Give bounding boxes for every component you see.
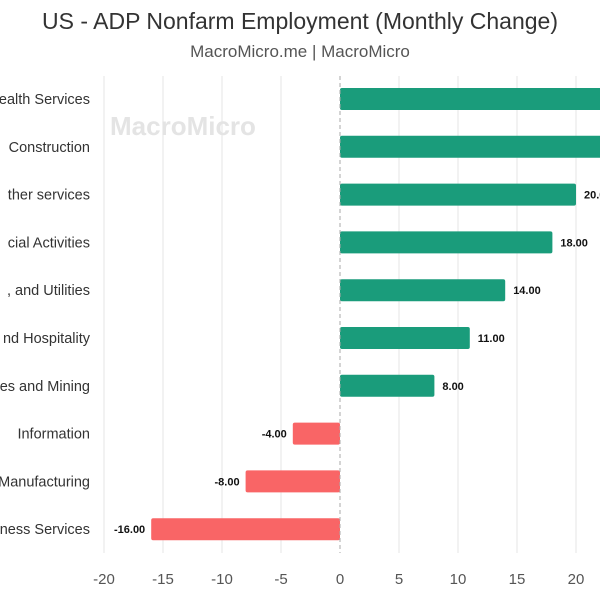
bar bbox=[340, 327, 470, 349]
category-label: ealth Services bbox=[0, 92, 90, 108]
x-tick-label: 10 bbox=[450, 571, 467, 588]
bar bbox=[340, 135, 600, 158]
data-label: -16.00 bbox=[114, 524, 145, 536]
bar bbox=[340, 374, 435, 397]
data-label: 20.00 bbox=[584, 190, 600, 202]
chart-subtitle: MacroMicro.me | MacroMicro bbox=[190, 42, 410, 61]
x-tick-label: 5 bbox=[395, 571, 403, 588]
x-tick-label: -20 bbox=[93, 571, 115, 588]
x-tick-label: -5 bbox=[274, 571, 287, 588]
bar bbox=[245, 470, 340, 493]
bar bbox=[340, 231, 553, 254]
x-tick-label: 20 bbox=[568, 571, 585, 588]
category-label: es and Mining bbox=[0, 379, 90, 395]
category-label: , and Utilities bbox=[7, 283, 90, 299]
category-label: ness Services bbox=[0, 522, 90, 538]
data-label: -4.00 bbox=[262, 429, 287, 441]
x-tick-label: -15 bbox=[152, 571, 174, 588]
data-label: 18.00 bbox=[560, 237, 588, 249]
category-label: cial Activities bbox=[8, 235, 90, 251]
data-label: 8.00 bbox=[442, 381, 463, 393]
watermark: MacroMicro bbox=[110, 111, 256, 141]
x-tick-label: -10 bbox=[211, 571, 233, 588]
data-label: 11.00 bbox=[478, 333, 505, 345]
data-label: -8.00 bbox=[215, 476, 240, 488]
bar bbox=[340, 183, 576, 206]
bar bbox=[151, 518, 340, 541]
data-label: 14.00 bbox=[513, 285, 541, 297]
x-tick-label: 15 bbox=[509, 571, 526, 588]
x-tick-label: 0 bbox=[336, 571, 344, 588]
category-label: Information bbox=[17, 427, 90, 443]
category-label: nd Hospitality bbox=[3, 331, 91, 347]
chart-title: US - ADP Nonfarm Employment (Monthly Cha… bbox=[42, 8, 558, 34]
category-label: Manufacturing bbox=[0, 474, 90, 490]
category-label: ther services bbox=[8, 188, 90, 204]
bar bbox=[340, 88, 600, 110]
bar bbox=[340, 279, 506, 302]
category-label: Construction bbox=[9, 140, 90, 156]
bar bbox=[292, 422, 340, 445]
